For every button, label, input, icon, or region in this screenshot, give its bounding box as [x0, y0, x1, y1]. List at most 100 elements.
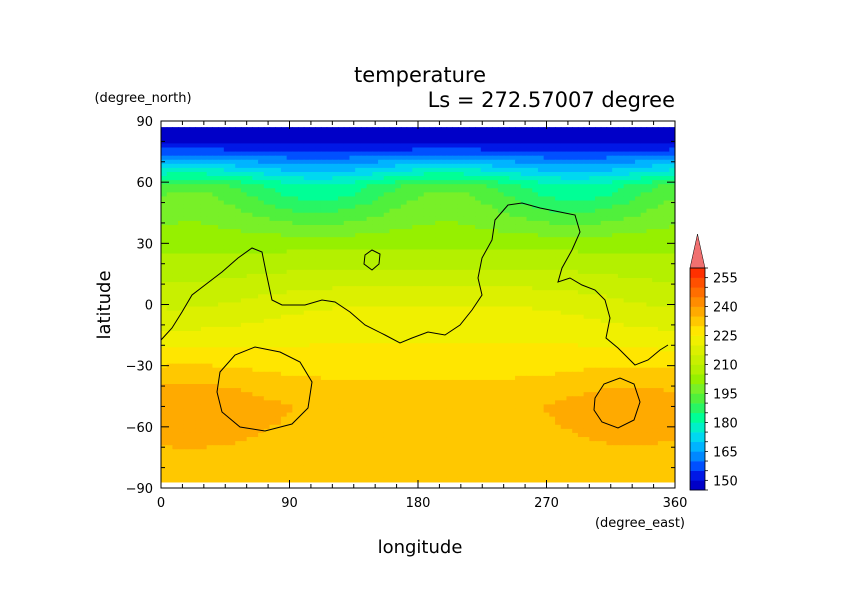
field-cell [612, 176, 619, 181]
field-cell [635, 233, 642, 238]
field-cell [252, 184, 259, 189]
field-cell [606, 180, 613, 185]
field-cell [406, 298, 413, 304]
field-cell [429, 249, 436, 255]
field-cell [486, 155, 493, 161]
field-cell [372, 216, 379, 222]
field-cell [240, 233, 248, 238]
field-cell [537, 192, 545, 198]
field-cell [537, 269, 545, 275]
field-cell [183, 249, 191, 255]
field-cell [600, 269, 608, 275]
field-cell [612, 159, 619, 165]
field-cell [657, 318, 665, 324]
field-cell [189, 127, 196, 132]
field-cell [640, 343, 648, 348]
field-cell [492, 204, 499, 210]
field-cell [349, 176, 356, 181]
field-cell [218, 200, 225, 206]
field-cell [349, 139, 356, 145]
field-cell [246, 314, 253, 320]
field-cell [172, 326, 179, 332]
field-cell [418, 143, 425, 149]
field-cell [166, 306, 174, 312]
field-cell [229, 310, 236, 316]
field-cell [469, 220, 476, 226]
field-cell [372, 265, 379, 271]
field-cell [246, 229, 253, 234]
field-cell [469, 229, 476, 234]
field-cell [258, 200, 265, 206]
field-cell [549, 261, 556, 267]
field-cell [589, 204, 596, 210]
field-cell [161, 277, 168, 283]
field-cell [189, 326, 196, 332]
field-cell [606, 331, 613, 336]
field-cell [457, 310, 465, 316]
field-cell [355, 208, 362, 214]
field-cell [269, 253, 276, 259]
field-cell [515, 310, 522, 316]
field-cell [600, 265, 608, 271]
field-cell [338, 151, 345, 157]
field-cell [537, 184, 545, 189]
field-cell [606, 171, 613, 177]
field-cell [303, 180, 311, 185]
field-cell [595, 237, 602, 242]
field-cell [263, 204, 271, 210]
field-cell [349, 282, 356, 287]
field-cell [275, 306, 282, 312]
field-cell [338, 286, 345, 291]
field-cell [640, 229, 648, 234]
field-cell [526, 163, 533, 169]
field-cell [178, 277, 185, 283]
field-cell [440, 261, 448, 267]
field-cell [326, 159, 333, 165]
field-cell [286, 200, 293, 206]
field-cell [298, 192, 305, 198]
field-cell [263, 318, 271, 324]
field-cell [223, 208, 231, 214]
field-cell [623, 208, 630, 214]
field-cell [457, 322, 465, 328]
field-cell [298, 139, 305, 145]
field-cell [577, 127, 585, 132]
field-cell [161, 224, 168, 230]
field-cell [309, 241, 316, 246]
field-cell [503, 282, 510, 287]
field-cell [440, 184, 448, 189]
field-cell [338, 298, 345, 304]
field-cell [172, 347, 179, 352]
field-cell [229, 302, 236, 308]
field-cell [355, 212, 362, 218]
field-cell [378, 294, 385, 299]
field-cell [200, 343, 208, 348]
field-cell [560, 282, 568, 287]
field-cell [646, 224, 653, 230]
field-cell [646, 241, 653, 246]
field-cell [657, 143, 665, 149]
field-cell [338, 257, 345, 263]
field-cell [258, 335, 265, 340]
field-cell [303, 167, 311, 173]
field-cell [486, 339, 493, 344]
field-cell [418, 196, 425, 202]
field-cell [206, 167, 213, 173]
field-cell [555, 188, 562, 193]
field-cell [320, 253, 328, 259]
field-cell [280, 277, 288, 283]
field-cell [212, 184, 219, 189]
field-cell [309, 273, 316, 279]
field-cell [326, 196, 333, 202]
field-cell [400, 196, 408, 202]
field-cell [286, 290, 293, 295]
field-cell [555, 163, 562, 169]
field-cell [629, 277, 636, 283]
field-cell [509, 220, 516, 226]
field-cell [235, 331, 242, 336]
field-cell [406, 208, 413, 214]
field-cell [629, 143, 636, 149]
field-cell [360, 322, 368, 328]
field-cell [246, 224, 253, 230]
field-cell [252, 241, 259, 246]
